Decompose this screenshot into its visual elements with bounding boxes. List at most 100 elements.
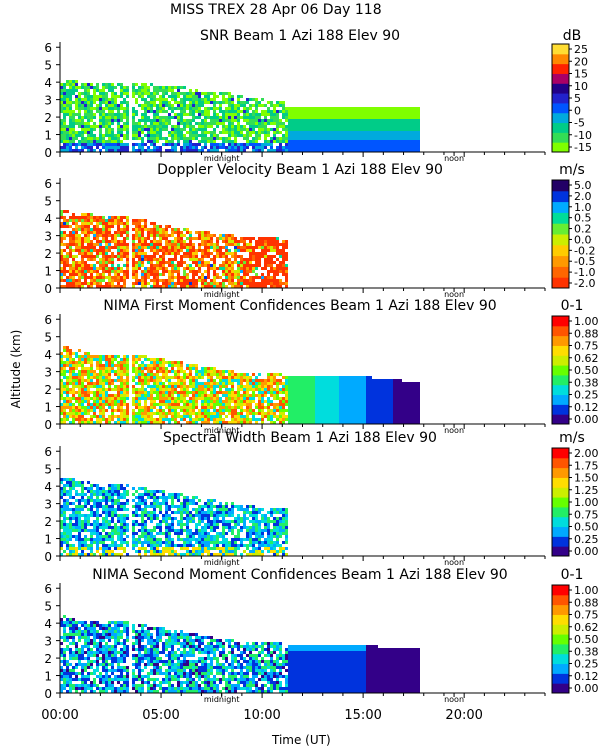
data-cell [111,104,114,107]
data-cell [102,101,105,104]
data-cell [213,282,216,285]
data-cell [201,104,204,107]
data-cell [345,128,348,131]
data-cell [132,83,135,86]
data-cell [159,228,162,231]
data-cell [93,391,96,394]
data-cell [111,137,114,140]
data-cell [234,140,237,143]
data-cell [315,143,318,146]
data-cell [417,122,420,125]
data-cell [177,397,180,400]
data-cell [63,116,66,119]
data-cell [198,394,201,397]
data-cell [147,261,150,264]
data-cell [144,355,147,358]
data-cell [87,122,90,125]
data-cell [285,379,288,382]
data-cell [153,131,156,134]
data-cell [105,270,108,273]
data-cell [246,376,249,379]
data-cell [342,418,345,421]
data-cell [264,134,267,137]
data-cell [408,134,411,137]
data-cell [237,107,240,110]
data-cell [225,276,228,279]
data-cell [201,240,204,243]
data-cell [225,255,228,258]
data-cell [156,125,159,128]
data-cell [81,376,84,379]
data-cell [153,397,156,400]
data-cell [72,397,75,400]
data-cell [222,261,225,264]
data-cell [114,394,117,397]
data-cell [69,406,72,409]
data-cell [93,231,96,234]
data-cell [147,116,150,119]
data-cell [273,391,276,394]
data-cell [135,355,138,358]
data-cell [87,267,90,270]
data-cell [207,267,210,270]
data-cell [168,273,171,276]
data-cell [84,86,87,89]
data-cell [324,421,327,424]
data-cell [111,276,114,279]
data-cell [189,406,192,409]
data-cell [357,122,360,125]
data-cell [126,376,129,379]
data-cell [294,379,297,382]
data-cell [87,128,90,131]
data-cell [222,400,225,403]
data-cell [309,391,312,394]
data-cell [69,134,72,137]
data-cell [93,400,96,403]
data-cell [357,128,360,131]
data-cell [396,137,399,140]
data-cell [174,249,177,252]
data-cell [225,376,228,379]
data-cell [258,276,261,279]
data-cell [300,406,303,409]
data-cell [171,370,174,373]
data-cell [336,110,339,113]
data-cell [126,382,129,385]
data-cell [351,125,354,128]
data-cell [300,418,303,421]
data-cell [207,406,210,409]
data-cell [240,406,243,409]
data-cell [321,376,324,379]
data-cell [267,264,270,267]
data-cell [183,252,186,255]
data-cell [162,385,165,388]
data-cell [99,421,102,424]
data-cell [264,282,267,285]
data-cell [336,119,339,122]
data-cell [114,140,117,143]
data-cell [99,228,102,231]
data-cell [84,270,87,273]
data-cell [348,140,351,143]
data-cell [132,273,135,276]
data-cell [219,415,222,418]
data-cell [309,415,312,418]
data-cell [117,406,120,409]
data-cell [411,131,414,134]
data-cell [267,249,270,252]
data-cell [132,237,135,240]
data-cell [159,131,162,134]
data-cell [375,140,378,143]
data-cell [60,397,63,400]
data-cell [183,128,186,131]
data-cell [330,149,333,152]
data-cell [273,406,276,409]
data-cell [171,107,174,110]
data-cell [285,131,288,134]
data-cell [120,143,123,146]
data-cell [102,140,105,143]
data-cell [138,261,141,264]
data-cell [156,131,159,134]
data-cell [192,276,195,279]
data-cell [210,376,213,379]
